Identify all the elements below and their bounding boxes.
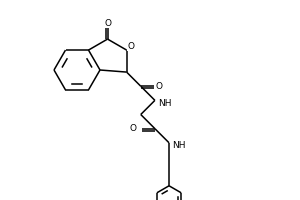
Text: O: O: [130, 124, 137, 133]
Text: O: O: [127, 42, 134, 51]
Text: NH: NH: [158, 99, 171, 108]
Text: O: O: [155, 82, 162, 91]
Text: O: O: [104, 19, 111, 28]
Text: NH: NH: [172, 141, 185, 150]
